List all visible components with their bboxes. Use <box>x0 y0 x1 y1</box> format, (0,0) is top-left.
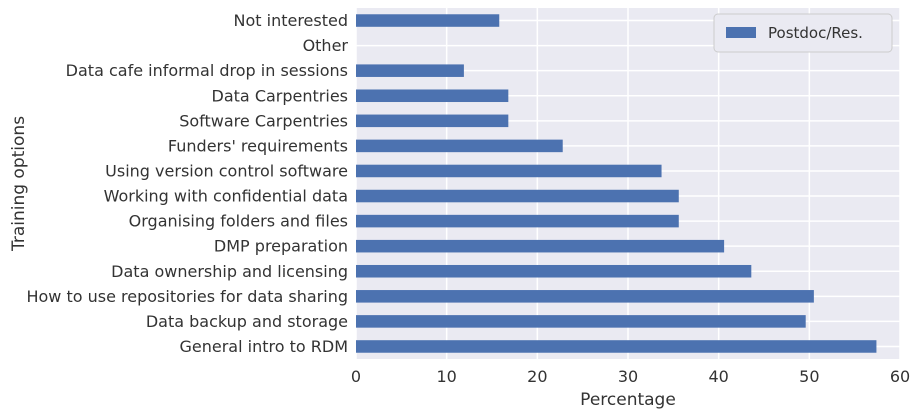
y-tick-label: Using version control software <box>105 161 348 180</box>
y-axis-title: Training options <box>9 116 29 252</box>
y-tick-label: Working with confidential data <box>104 187 348 206</box>
x-tick-label: 50 <box>799 367 819 386</box>
bar <box>356 290 814 303</box>
y-tick-label: How to use repositories for data sharing <box>26 287 348 306</box>
legend-swatch <box>726 27 756 38</box>
bar <box>356 239 725 253</box>
bar <box>356 340 877 353</box>
y-tick-label: Funders' requirements <box>168 136 348 155</box>
y-tick-label: Other <box>303 36 349 55</box>
x-tick-label: 40 <box>708 367 728 386</box>
bar <box>356 264 752 278</box>
y-tick-labels: General intro to RDM Data backup and stor… <box>26 11 348 356</box>
bar <box>356 64 464 77</box>
legend-label: Postdoc/Res. <box>768 24 863 42</box>
y-tick-label: Data ownership and licensing <box>111 262 348 281</box>
x-tick-label: 0 <box>351 367 361 386</box>
bar <box>356 214 679 228</box>
x-tick-labels: 0 10 20 30 40 50 60 <box>351 367 910 386</box>
x-tick-label: 30 <box>618 367 638 386</box>
y-tick-label: Organising folders and files <box>129 212 348 231</box>
y-tick-label: Not interested <box>234 11 349 30</box>
y-tick-label: Software Carpentries <box>179 111 348 130</box>
bar <box>356 189 679 203</box>
bar <box>356 139 563 153</box>
y-tick-label: Data backup and storage <box>146 312 348 331</box>
bars <box>356 14 877 353</box>
bar <box>356 315 806 328</box>
legend: Postdoc/Res. <box>713 13 893 53</box>
x-axis-title: Percentage <box>580 390 676 410</box>
y-tick-label: DMP preparation <box>214 237 348 256</box>
x-tick-label: 60 <box>890 367 910 386</box>
y-tick-label: Data cafe informal drop in sessions <box>66 61 348 80</box>
y-tick-label: General intro to RDM <box>180 337 349 356</box>
bar <box>356 114 509 128</box>
legend-box <box>713 13 893 53</box>
x-tick-label: 20 <box>527 367 547 386</box>
bar <box>356 164 662 178</box>
bar <box>356 89 509 103</box>
x-tick-label: 10 <box>436 367 456 386</box>
bar <box>356 14 500 27</box>
y-tick-label: Data Carpentries <box>212 86 348 105</box>
